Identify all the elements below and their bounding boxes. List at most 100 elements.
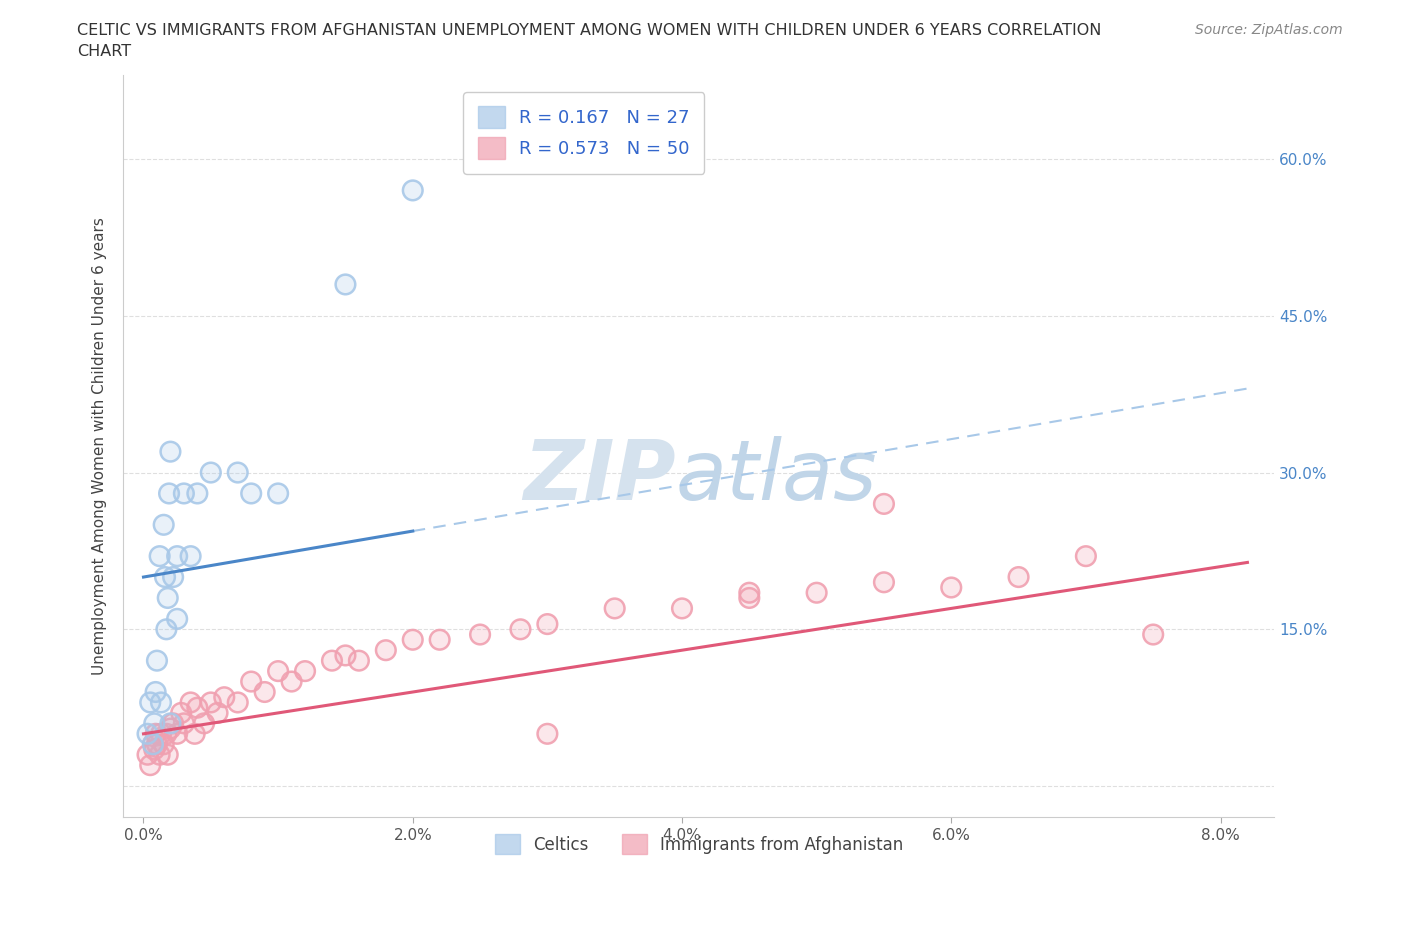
Point: [136, 726, 159, 741]
Point: [136, 726, 159, 741]
Point: [152, 737, 174, 751]
Point: [335, 648, 357, 663]
Point: [139, 758, 162, 773]
Point: [136, 748, 159, 763]
Point: [226, 465, 249, 480]
Point: [159, 721, 181, 736]
Text: CELTIC VS IMMIGRANTS FROM AFGHANISTAN UNEMPLOYMENT AMONG WOMEN WITH CHILDREN UND: CELTIC VS IMMIGRANTS FROM AFGHANISTAN UN…: [77, 23, 1102, 38]
Point: [402, 632, 425, 647]
Point: [146, 737, 169, 751]
Point: [671, 601, 693, 616]
Point: [468, 627, 491, 642]
Point: [738, 585, 761, 600]
Point: [335, 648, 357, 663]
Point: [226, 695, 249, 710]
Point: [1074, 549, 1097, 564]
Point: [142, 737, 165, 751]
Point: [200, 465, 222, 480]
Point: [143, 742, 166, 757]
Point: [193, 716, 215, 731]
Point: [240, 674, 263, 689]
Point: [155, 622, 177, 637]
Point: [253, 684, 276, 699]
Point: [603, 601, 626, 616]
Point: [294, 664, 316, 679]
Point: [145, 684, 167, 699]
Point: [166, 611, 188, 626]
Point: [173, 486, 195, 501]
Point: [183, 726, 205, 741]
Point: [267, 664, 290, 679]
Point: [603, 601, 626, 616]
Point: [145, 726, 167, 741]
Point: [738, 591, 761, 605]
Point: [156, 748, 179, 763]
Point: [200, 465, 222, 480]
Point: [374, 643, 396, 658]
Legend: Celtics, Immigrants from Afghanistan: Celtics, Immigrants from Afghanistan: [488, 828, 910, 861]
Point: [1007, 569, 1029, 584]
Point: [671, 601, 693, 616]
Point: [156, 748, 179, 763]
Point: [139, 758, 162, 773]
Point: [162, 569, 184, 584]
Point: [200, 695, 222, 710]
Point: [139, 695, 162, 710]
Point: [153, 569, 176, 584]
Point: [226, 465, 249, 480]
Point: [402, 632, 425, 647]
Point: [170, 706, 193, 721]
Point: [402, 183, 425, 198]
Point: [240, 674, 263, 689]
Point: [806, 585, 828, 600]
Point: [136, 748, 159, 763]
Point: [159, 721, 181, 736]
Point: [180, 549, 202, 564]
Point: [150, 726, 173, 741]
Point: [166, 726, 188, 741]
Point: [166, 726, 188, 741]
Point: [226, 695, 249, 710]
Point: [145, 726, 167, 741]
Point: [149, 748, 172, 763]
Point: [162, 716, 184, 731]
Point: [280, 674, 302, 689]
Point: [149, 549, 172, 564]
Point: [193, 716, 215, 731]
Text: atlas: atlas: [676, 435, 877, 516]
Point: [183, 726, 205, 741]
Point: [941, 580, 963, 595]
Point: [145, 684, 167, 699]
Point: [536, 617, 558, 631]
Point: [214, 690, 236, 705]
Point: [142, 737, 165, 751]
Point: [143, 716, 166, 731]
Point: [429, 632, 451, 647]
Point: [536, 726, 558, 741]
Point: [321, 653, 343, 668]
Point: [186, 700, 208, 715]
Point: [941, 580, 963, 595]
Point: [150, 695, 173, 710]
Point: [509, 622, 531, 637]
Point: [240, 486, 263, 501]
Point: [429, 632, 451, 647]
Point: [180, 695, 202, 710]
Point: [1074, 549, 1097, 564]
Point: [173, 716, 195, 731]
Point: [1007, 569, 1029, 584]
Point: [280, 674, 302, 689]
Point: [214, 690, 236, 705]
Point: [186, 486, 208, 501]
Point: [155, 622, 177, 637]
Point: [159, 716, 181, 731]
Point: [170, 706, 193, 721]
Point: [159, 445, 181, 459]
Point: [159, 716, 181, 731]
Point: [166, 549, 188, 564]
Point: [468, 627, 491, 642]
Point: [146, 653, 169, 668]
Text: CHART: CHART: [77, 44, 131, 59]
Point: [207, 706, 229, 721]
Point: [139, 695, 162, 710]
